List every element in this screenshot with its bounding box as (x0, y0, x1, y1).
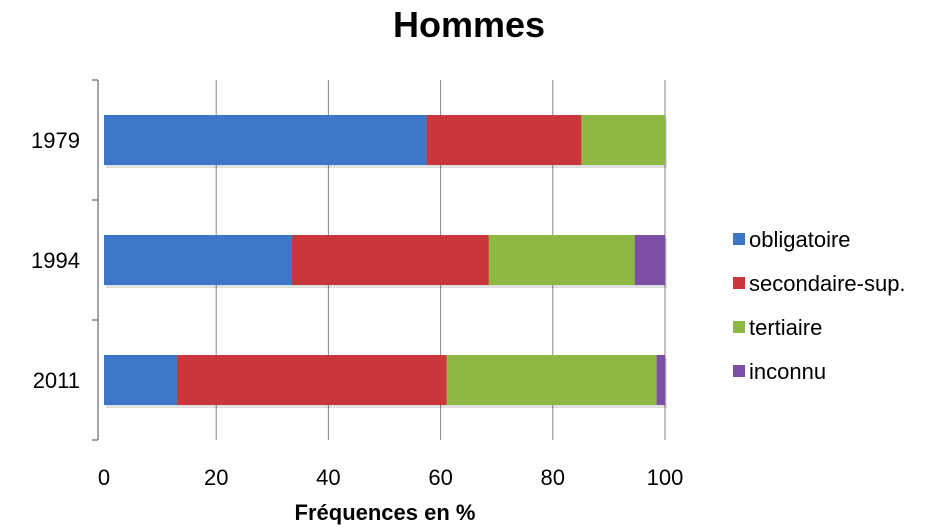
legend-label: obligatoire (749, 227, 851, 252)
x-tick-label: 80 (541, 465, 565, 490)
x-tick-label: 100 (647, 465, 684, 490)
bar-segment-secondaire-sup- (426, 115, 584, 168)
bar-segment-secondaire-sup- (176, 355, 449, 408)
bar-segment-tertiaire (446, 355, 659, 408)
x-tick-label: 20 (204, 465, 228, 490)
legend-item: inconnu (733, 359, 826, 384)
bar-segment-secondaire-sup- (291, 235, 491, 288)
legend-swatch (733, 365, 745, 377)
y-category-label: 2011 (33, 368, 80, 393)
bar-segment-obligatoire (104, 235, 294, 288)
x-tick-label: 40 (316, 465, 340, 490)
bar-segment-inconnu (634, 235, 667, 288)
bar-segment-tertiaire (488, 235, 637, 288)
axes (92, 79, 99, 441)
chart-title: Hommes (393, 4, 545, 45)
y-category-label: 1994 (31, 248, 80, 273)
bar-segment-tertiaire (581, 115, 667, 168)
x-axis-title: Fréquences en % (295, 500, 476, 525)
legend-label: inconnu (749, 359, 826, 384)
x-tick-label: 60 (428, 465, 452, 490)
legend: obligatoire secondaire-sup. tertiaire incon… (733, 227, 906, 384)
bars (104, 115, 667, 408)
legend-item: tertiaire (733, 315, 822, 340)
legend-label: tertiaire (749, 315, 822, 340)
legend-swatch (733, 321, 745, 333)
bar-segment-obligatoire (104, 355, 179, 408)
bar-segment-inconnu (656, 355, 667, 408)
legend-item: obligatoire (733, 227, 851, 252)
y-category-label: 1979 (31, 128, 80, 153)
legend-label: secondaire-sup. (749, 271, 906, 296)
legend-item: secondaire-sup. (733, 271, 906, 296)
legend-swatch (733, 277, 745, 289)
tick-labels: 0 20 40 60 80 100 1979 1994 2011 (31, 128, 683, 490)
legend-swatch (733, 233, 745, 245)
x-tick-label: 0 (98, 465, 110, 490)
bar-segment-obligatoire (104, 115, 429, 168)
